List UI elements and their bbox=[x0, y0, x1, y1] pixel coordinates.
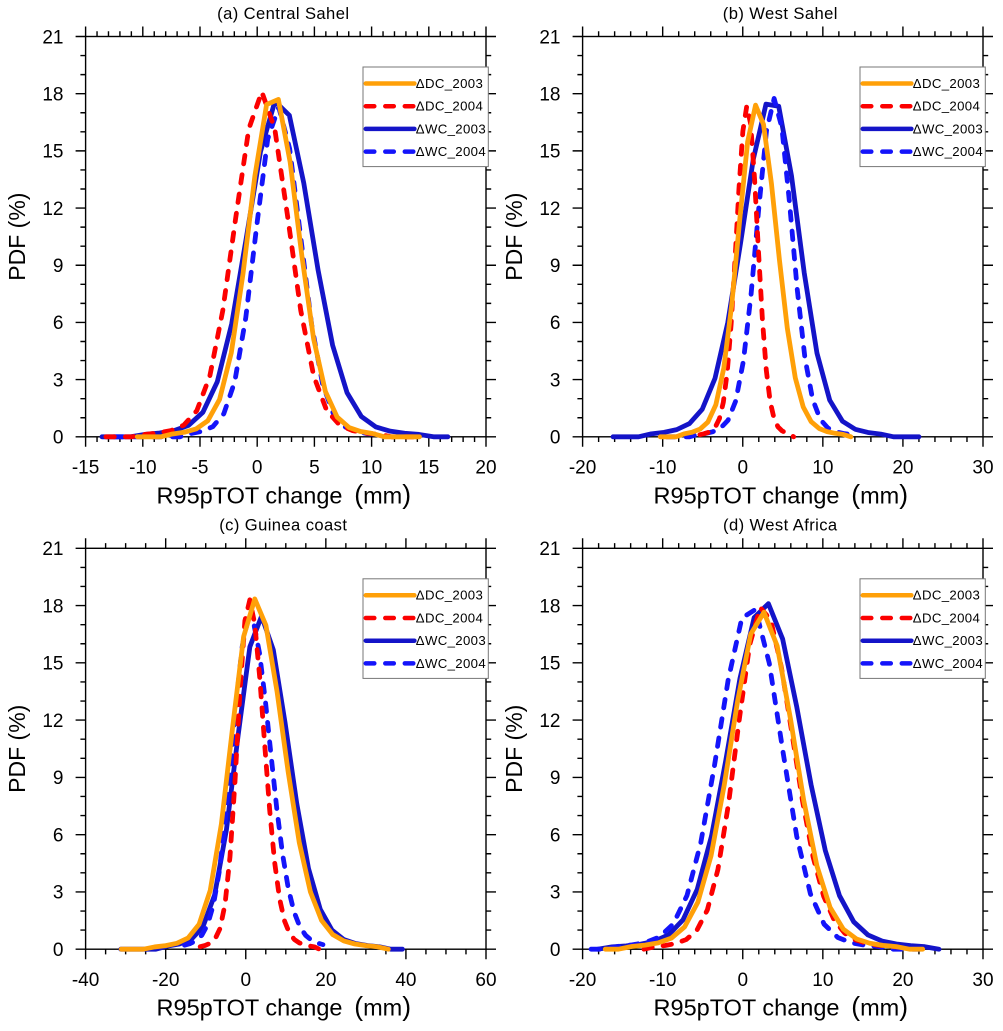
svg-text:3: 3 bbox=[53, 370, 64, 391]
svg-text:-10: -10 bbox=[129, 457, 156, 478]
svg-text:ΔWC_2004: ΔWC_2004 bbox=[416, 656, 486, 671]
svg-text:(a) Central Sahel: (a) Central Sahel bbox=[217, 4, 349, 23]
svg-text:21: 21 bbox=[42, 539, 63, 560]
svg-text:10: 10 bbox=[812, 970, 833, 991]
svg-text:-20: -20 bbox=[152, 970, 179, 991]
svg-text:12: 12 bbox=[539, 711, 560, 732]
svg-text:15: 15 bbox=[418, 457, 439, 478]
svg-text:ΔDC_2003: ΔDC_2003 bbox=[416, 588, 483, 603]
svg-text:R95pTOT change (mm): R95pTOT change (mm) bbox=[654, 992, 909, 1022]
svg-text:5: 5 bbox=[309, 457, 320, 478]
svg-text:0: 0 bbox=[550, 940, 561, 961]
svg-text:ΔWC_2004: ΔWC_2004 bbox=[913, 656, 983, 671]
svg-text:ΔWC_2003: ΔWC_2003 bbox=[416, 121, 486, 136]
svg-text:0: 0 bbox=[53, 428, 64, 449]
svg-text:21: 21 bbox=[539, 27, 560, 48]
svg-text:18: 18 bbox=[42, 596, 63, 617]
svg-text:6: 6 bbox=[550, 825, 561, 846]
svg-text:10: 10 bbox=[361, 457, 382, 478]
svg-text:-40: -40 bbox=[72, 970, 99, 991]
svg-text:0: 0 bbox=[252, 457, 263, 478]
svg-text:3: 3 bbox=[53, 883, 64, 904]
svg-text:ΔWC_2003: ΔWC_2003 bbox=[913, 633, 983, 648]
svg-text:R95pTOT change (mm): R95pTOT change (mm) bbox=[654, 479, 909, 509]
svg-text:-10: -10 bbox=[649, 457, 676, 478]
svg-text:15: 15 bbox=[42, 142, 63, 163]
svg-text:9: 9 bbox=[550, 768, 561, 789]
svg-text:PDF (%): PDF (%) bbox=[501, 193, 527, 281]
svg-text:30: 30 bbox=[972, 970, 993, 991]
svg-text:60: 60 bbox=[475, 970, 496, 991]
svg-text:(b) West Sahel: (b) West Sahel bbox=[723, 4, 838, 23]
svg-text:20: 20 bbox=[475, 457, 496, 478]
svg-text:ΔDC_2004: ΔDC_2004 bbox=[416, 99, 483, 114]
svg-text:15: 15 bbox=[539, 142, 560, 163]
svg-text:-20: -20 bbox=[569, 970, 596, 991]
svg-text:0: 0 bbox=[240, 970, 251, 991]
svg-text:3: 3 bbox=[550, 370, 561, 391]
svg-text:12: 12 bbox=[539, 199, 560, 220]
svg-text:6: 6 bbox=[53, 313, 64, 334]
svg-text:3: 3 bbox=[550, 883, 561, 904]
svg-text:-20: -20 bbox=[569, 457, 596, 478]
svg-text:15: 15 bbox=[42, 654, 63, 675]
svg-text:(c) Guinea coast: (c) Guinea coast bbox=[219, 516, 347, 535]
svg-text:6: 6 bbox=[53, 825, 64, 846]
svg-text:ΔDC_2003: ΔDC_2003 bbox=[913, 76, 980, 91]
svg-text:ΔWC_2004: ΔWC_2004 bbox=[913, 144, 983, 159]
svg-text:-10: -10 bbox=[649, 970, 676, 991]
svg-text:ΔDC_2004: ΔDC_2004 bbox=[913, 610, 980, 625]
svg-text:12: 12 bbox=[42, 711, 63, 732]
svg-text:ΔDC_2004: ΔDC_2004 bbox=[416, 610, 483, 625]
svg-text:18: 18 bbox=[539, 596, 560, 617]
svg-text:20: 20 bbox=[892, 457, 913, 478]
svg-text:18: 18 bbox=[42, 84, 63, 105]
svg-text:6: 6 bbox=[550, 313, 561, 334]
svg-text:ΔWC_2003: ΔWC_2003 bbox=[416, 633, 486, 648]
svg-text:ΔWC_2003: ΔWC_2003 bbox=[913, 121, 983, 136]
svg-text:9: 9 bbox=[550, 256, 561, 277]
svg-text:20: 20 bbox=[892, 970, 913, 991]
svg-text:PDF (%): PDF (%) bbox=[4, 705, 30, 793]
svg-text:ΔDC_2003: ΔDC_2003 bbox=[913, 588, 980, 603]
svg-text:0: 0 bbox=[53, 940, 64, 961]
svg-text:-15: -15 bbox=[72, 457, 99, 478]
svg-text:-5: -5 bbox=[192, 457, 209, 478]
svg-text:10: 10 bbox=[812, 457, 833, 478]
svg-text:9: 9 bbox=[53, 256, 64, 277]
svg-text:0: 0 bbox=[737, 970, 748, 991]
svg-text:PDF (%): PDF (%) bbox=[501, 705, 527, 793]
svg-text:40: 40 bbox=[395, 970, 416, 991]
svg-text:30: 30 bbox=[972, 457, 993, 478]
svg-text:ΔDC_2004: ΔDC_2004 bbox=[913, 99, 980, 114]
svg-text:R95pTOT change (mm): R95pTOT change (mm) bbox=[157, 479, 412, 509]
svg-text:18: 18 bbox=[539, 84, 560, 105]
svg-text:20: 20 bbox=[315, 970, 336, 991]
svg-text:21: 21 bbox=[539, 539, 560, 560]
svg-text:(d) West Africa: (d) West Africa bbox=[723, 516, 838, 535]
svg-text:12: 12 bbox=[42, 199, 63, 220]
svg-text:R95pTOT change (mm): R95pTOT change (mm) bbox=[157, 992, 412, 1022]
svg-text:ΔDC_2003: ΔDC_2003 bbox=[416, 76, 483, 91]
svg-text:ΔWC_2004: ΔWC_2004 bbox=[416, 144, 486, 159]
svg-text:0: 0 bbox=[550, 428, 561, 449]
svg-text:21: 21 bbox=[42, 27, 63, 48]
svg-text:PDF (%): PDF (%) bbox=[4, 193, 30, 281]
svg-text:15: 15 bbox=[539, 654, 560, 675]
svg-text:0: 0 bbox=[737, 457, 748, 478]
svg-text:9: 9 bbox=[53, 768, 64, 789]
